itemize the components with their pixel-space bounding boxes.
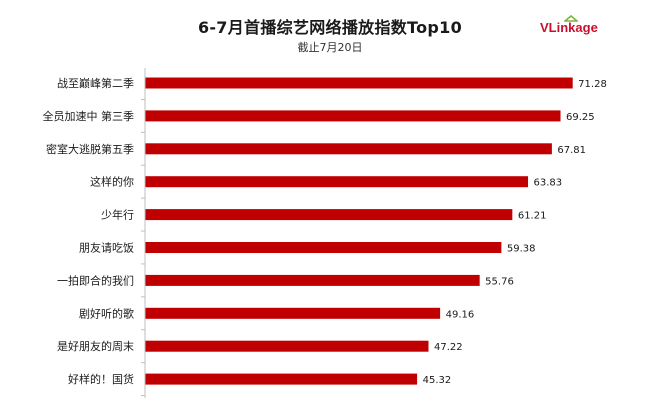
logo-text-suffix: age [575, 20, 598, 35]
value-label: 63.83 [534, 178, 563, 189]
category-label: 这样的你 [90, 175, 134, 189]
category-label: 好样的！国货 [68, 372, 134, 386]
bar [145, 274, 480, 286]
category-label: 全员加速中 第三季 [43, 109, 135, 123]
value-label: 45.32 [423, 375, 452, 386]
value-label: 47.22 [434, 342, 463, 353]
category-label: 是好朋友的周末 [57, 339, 134, 353]
value-label: 69.25 [566, 112, 595, 123]
category-label: 战至巅峰第二季 [57, 76, 134, 90]
chart-title: 6-7月首播综艺网络播放指数Top10 [197, 18, 463, 37]
value-label: 49.16 [446, 309, 475, 320]
bar [145, 176, 529, 188]
bar [145, 143, 552, 155]
bar [145, 373, 418, 385]
bar [145, 110, 561, 122]
chart-subtitle: 截止7月20日 [297, 41, 363, 54]
bar [145, 242, 502, 253]
category-label: 密室大逃脱第五季 [46, 142, 134, 156]
category-label: 一拍即合的我们 [57, 273, 134, 287]
bar [145, 307, 441, 319]
logo-text-prefix: VLink [540, 20, 576, 35]
category-label: 少年行 [101, 208, 134, 222]
value-label: 59.38 [507, 244, 536, 255]
category-label: 朋友请吃饭 [79, 241, 134, 255]
logo-wordmark: VLinkage [540, 20, 598, 35]
bar [145, 209, 513, 221]
value-label: 55.76 [485, 276, 514, 287]
value-label: 71.28 [578, 79, 607, 90]
bar [145, 77, 573, 89]
value-label: 61.21 [518, 211, 547, 222]
bar [145, 340, 429, 352]
vlinkage-logo: VLinkage [540, 15, 610, 37]
category-label: 剧好听的歌 [79, 306, 134, 320]
value-label: 67.81 [557, 145, 586, 156]
logo-house-icon [564, 15, 578, 22]
